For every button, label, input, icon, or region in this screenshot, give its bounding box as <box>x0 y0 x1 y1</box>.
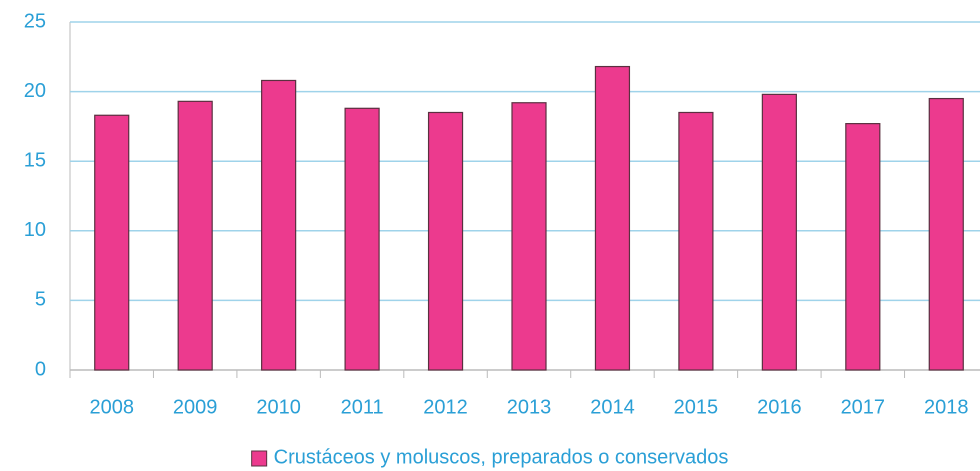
bar <box>261 79 297 371</box>
x-tick-label: 2010 <box>256 396 301 418</box>
bar <box>427 111 464 371</box>
bar <box>594 65 631 371</box>
bar <box>344 107 380 371</box>
x-tick-label: 2016 <box>757 396 802 418</box>
legend-label: Crustáceos y moluscos, preparados o cons… <box>274 446 729 468</box>
y-tick-label: 10 <box>24 219 46 241</box>
y-tick-label: 20 <box>24 80 46 102</box>
x-tick-label: 2011 <box>341 396 384 418</box>
x-tick-label: 2015 <box>674 396 719 418</box>
x-tick-label: 2013 <box>507 396 552 418</box>
y-tick-label: 15 <box>24 149 46 171</box>
y-tick-label: 5 <box>35 289 46 311</box>
bar <box>761 93 797 371</box>
legend-swatch <box>251 450 268 467</box>
x-tick-label: 2012 <box>423 396 468 418</box>
bar <box>177 100 213 371</box>
x-tick-label: 2018 <box>924 396 969 418</box>
bar <box>678 111 714 371</box>
bar <box>928 97 964 371</box>
x-tick-label: 2009 <box>173 396 218 418</box>
bar <box>845 123 881 371</box>
bar <box>94 114 130 371</box>
x-tick-label: 2014 <box>590 396 635 418</box>
bar <box>511 102 547 371</box>
y-tick-label: 0 <box>35 358 46 380</box>
x-tick-label: 2017 <box>841 396 886 418</box>
x-tick-label: 2008 <box>89 396 134 418</box>
y-tick-label: 25 <box>24 10 46 32</box>
